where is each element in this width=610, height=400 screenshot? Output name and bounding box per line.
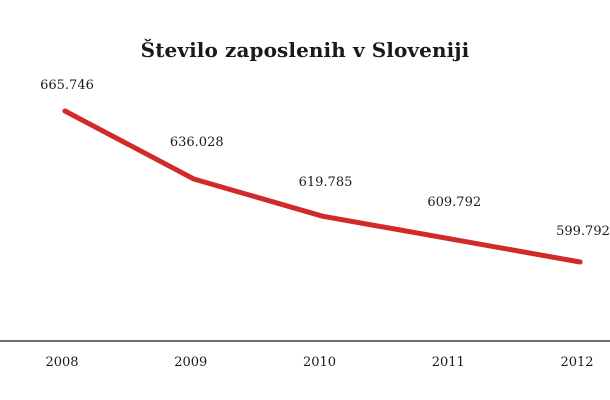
data-label-2012: 599.792 bbox=[556, 224, 610, 239]
data-label-2008: 665.746 bbox=[40, 78, 94, 93]
data-label-2011: 609.792 bbox=[427, 195, 481, 210]
data-point-2012 bbox=[577, 259, 583, 265]
data-label-2009: 636.028 bbox=[170, 135, 224, 150]
chart-title: Število zaposlenih v Sloveniji bbox=[140, 38, 470, 62]
data-point-2010 bbox=[320, 213, 325, 219]
x-tick-label-2010: 2010 bbox=[303, 355, 336, 370]
x-tick-label-2012: 2012 bbox=[560, 355, 593, 370]
x-tick-label-2008: 2008 bbox=[45, 355, 78, 370]
x-tick-label-2011: 2011 bbox=[432, 355, 465, 370]
data-point-2008 bbox=[62, 108, 68, 114]
x-tick-label-2009: 2009 bbox=[174, 355, 207, 370]
data-point-2009 bbox=[191, 176, 197, 182]
data-label-2010: 619.785 bbox=[299, 175, 353, 190]
data-point-2011 bbox=[448, 236, 454, 242]
